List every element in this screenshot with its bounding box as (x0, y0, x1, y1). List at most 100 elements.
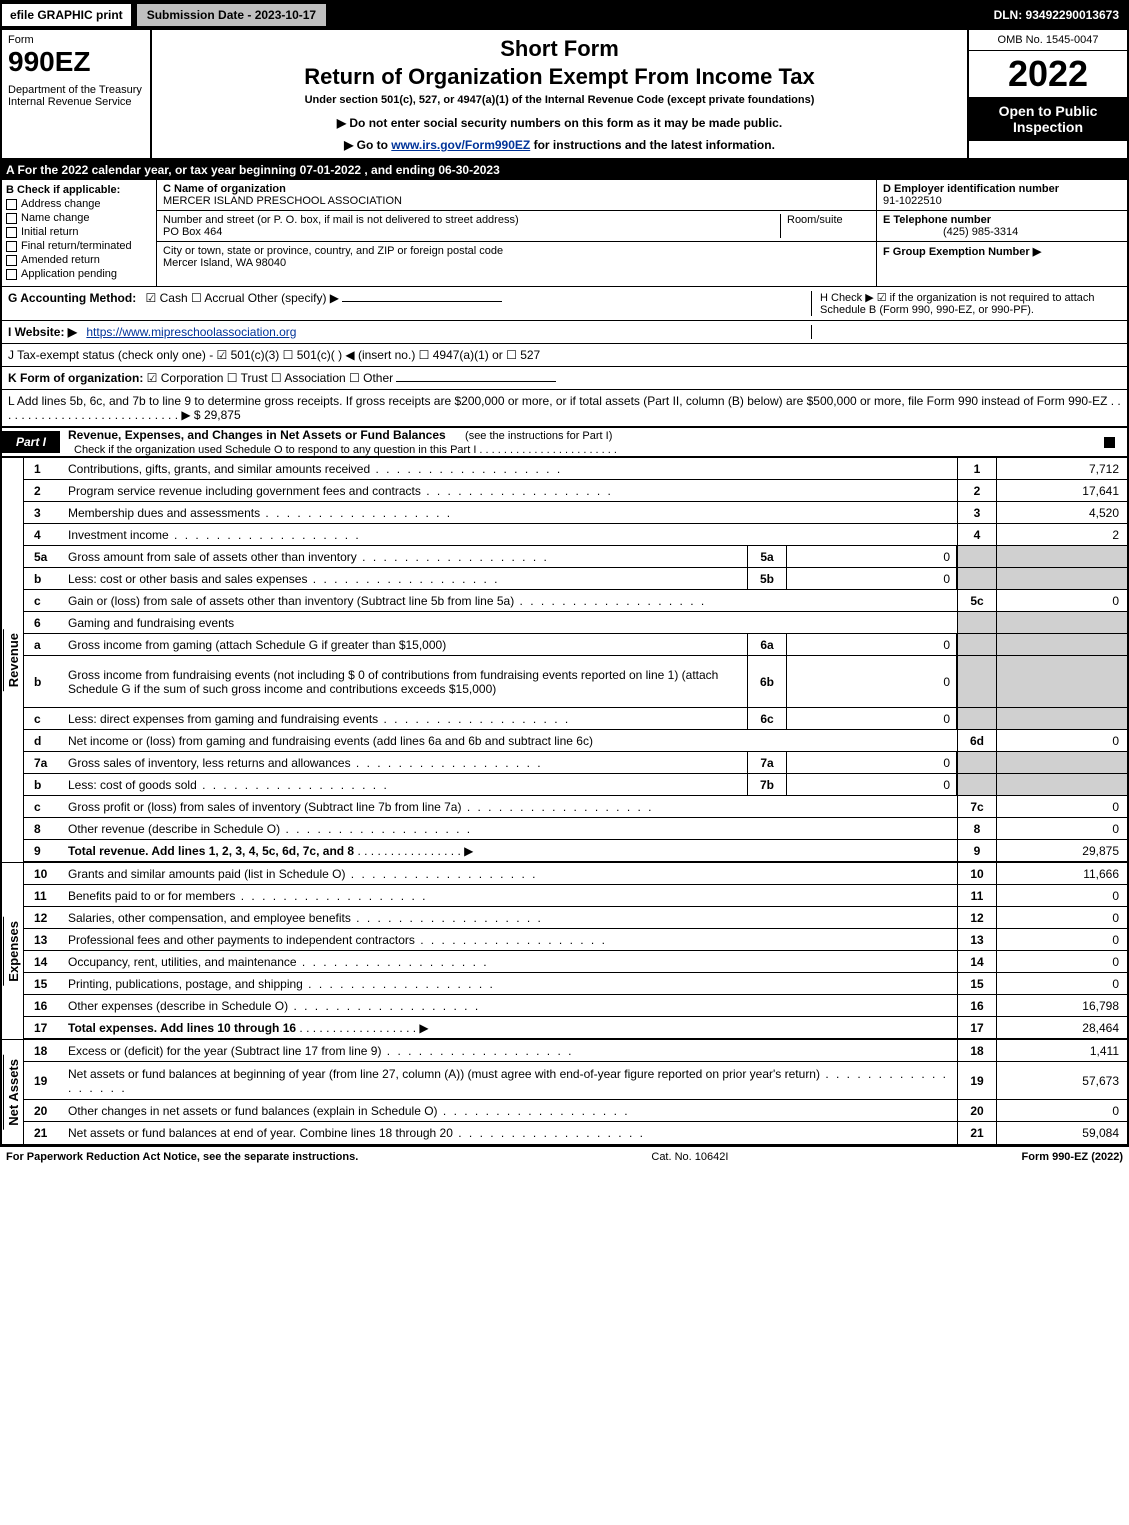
short-form-title: Short Form (158, 36, 961, 62)
line-14: 14Occupancy, rent, utilities, and mainte… (24, 951, 1127, 973)
line-10: 10Grants and similar amounts paid (list … (24, 863, 1127, 885)
line-7a: 7aGross sales of inventory, less returns… (24, 752, 1127, 774)
part-1-title: Revenue, Expenses, and Changes in Net As… (60, 424, 454, 446)
line-2: 2Program service revenue including gover… (24, 480, 1127, 502)
expenses-vertical-label: Expenses (3, 917, 23, 986)
form-org-opts: ☑ Corporation ☐ Trust ☐ Association ☐ Ot… (147, 371, 393, 385)
page-footer: For Paperwork Reduction Act Notice, see … (0, 1146, 1129, 1167)
header-right: OMB No. 1545-0047 2022 Open to Public In… (967, 30, 1127, 158)
part-1-title-note: (see the instructions for Part I) (457, 430, 612, 442)
paperwork-notice: For Paperwork Reduction Act Notice, see … (6, 1151, 358, 1163)
line-6a: aGross income from gaming (attach Schedu… (24, 634, 1127, 656)
row-k-form-org: K Form of organization: ☑ Corporation ☐ … (0, 367, 1129, 390)
line-8: 8Other revenue (describe in Schedule O)8… (24, 818, 1127, 840)
row-j-tax-exempt: J Tax-exempt status (check only one) - ☑… (0, 344, 1129, 367)
phone-value: (425) 985-3314 (883, 226, 1018, 238)
part-1-checkbox[interactable] (1104, 435, 1127, 449)
row-a-tax-year: A For the 2022 calendar year, or tax yea… (0, 160, 1129, 180)
netassets-vertical-label: Net Assets (3, 1055, 23, 1130)
line-21: 21Net assets or fund balances at end of … (24, 1122, 1127, 1144)
line-6c: cLess: direct expenses from gaming and f… (24, 708, 1127, 730)
line-5c: cGain or (loss) from sale of assets othe… (24, 590, 1127, 612)
top-bar: efile GRAPHIC print Submission Date - 20… (0, 0, 1129, 30)
catalog-number: Cat. No. 10642I (358, 1151, 1021, 1163)
street-label: Number and street (or P. O. box, if mail… (163, 214, 519, 226)
chk-application-pending[interactable]: Application pending (6, 268, 152, 280)
line-3: 3Membership dues and assessments34,520 (24, 502, 1127, 524)
line-18: 18Excess or (deficit) for the year (Subt… (24, 1040, 1127, 1062)
chk-final-return[interactable]: Final return/terminated (6, 240, 152, 252)
phone-label: E Telephone number (883, 214, 991, 226)
chk-amended-return[interactable]: Amended return (6, 254, 152, 266)
row-g-h: G Accounting Method: ☑ Cash ☐ Accrual Ot… (0, 287, 1129, 321)
website-link[interactable]: https://www.mipreschoolassociation.org (86, 325, 296, 339)
chk-address-change[interactable]: Address change (6, 198, 152, 210)
chk-name-change[interactable]: Name change (6, 212, 152, 224)
line-16: 16Other expenses (describe in Schedule O… (24, 995, 1127, 1017)
form-header: Form 990EZ Department of the Treasury In… (0, 30, 1129, 160)
ein-label: D Employer identification number (883, 183, 1059, 195)
part-1-tag: Part I (2, 431, 60, 453)
form-subtitle: Under section 501(c), 527, or 4947(a)(1)… (158, 94, 961, 106)
line-20: 20Other changes in net assets or fund ba… (24, 1100, 1127, 1122)
efile-button[interactable]: efile GRAPHIC print (2, 4, 133, 26)
dln-label: DLN: 93492290013673 (986, 4, 1127, 26)
line-19: 19Net assets or fund balances at beginni… (24, 1062, 1127, 1100)
tax-year: 2022 (969, 51, 1127, 97)
revenue-vertical-label: Revenue (3, 629, 23, 691)
public-inspection-badge: Open to Public Inspection (969, 97, 1127, 141)
website-label: I Website: ▶ (8, 325, 77, 339)
line-4: 4Investment income42 (24, 524, 1127, 546)
col-b-checkboxes: B Check if applicable: Address change Na… (2, 180, 157, 286)
row-h-schedule-b: H Check ▶ ☑ if the organization is not r… (811, 291, 1121, 316)
city-label: City or town, state or province, country… (163, 245, 503, 257)
line-6b: bGross income from fundraising events (n… (24, 656, 1127, 708)
row-i-website: I Website: ▶ https://www.mipreschoolasso… (0, 321, 1129, 344)
line-11: 11Benefits paid to or for members110 (24, 885, 1127, 907)
form-org-label: K Form of organization: (8, 371, 143, 385)
header-center: Short Form Return of Organization Exempt… (152, 30, 967, 158)
form-label: Form (8, 34, 144, 46)
ssn-warning: ▶ Do not enter social security numbers o… (158, 116, 961, 130)
line-1: 1Contributions, gifts, grants, and simil… (24, 458, 1127, 480)
line-6d: dNet income or (loss) from gaming and fu… (24, 730, 1127, 752)
chk-initial-return[interactable]: Initial return (6, 226, 152, 238)
part-1-header: Part I Revenue, Expenses, and Changes in… (0, 427, 1129, 458)
accounting-method-label: G Accounting Method: (8, 291, 136, 305)
org-name-label: C Name of organization (163, 183, 286, 195)
line-7b: bLess: cost of goods sold7b0 (24, 774, 1127, 796)
department-label: Department of the Treasury Internal Reve… (8, 84, 144, 108)
irs-link[interactable]: www.irs.gov/Form990EZ (391, 138, 530, 152)
group-exemption-label: F Group Exemption Number ▶ (883, 246, 1041, 258)
line-7c: cGross profit or (loss) from sales of in… (24, 796, 1127, 818)
city-value: Mercer Island, WA 98040 (163, 257, 286, 269)
line-15: 15Printing, publications, postage, and s… (24, 973, 1127, 995)
link-prefix: ▶ Go to (344, 138, 391, 152)
line-5a: 5aGross amount from sale of assets other… (24, 546, 1127, 568)
form-code: 990EZ (8, 46, 144, 78)
row-l-gross-receipts: L Add lines 5b, 6c, and 7b to line 9 to … (0, 390, 1129, 427)
section-bcdef: B Check if applicable: Address change Na… (0, 180, 1129, 287)
street-value: PO Box 464 (163, 226, 222, 238)
line-12: 12Salaries, other compensation, and empl… (24, 907, 1127, 929)
submission-date-button[interactable]: Submission Date - 2023-10-17 (135, 2, 328, 28)
room-label: Room/suite (787, 214, 843, 226)
line-9: 9Total revenue. Add lines 1, 2, 3, 4, 5c… (24, 840, 1127, 862)
ein-value: 91-1022510 (883, 195, 942, 207)
col-c-org-info: C Name of organization MERCER ISLAND PRE… (157, 180, 877, 286)
form-title: Return of Organization Exempt From Incom… (158, 64, 961, 90)
line-6: 6Gaming and fundraising events (24, 612, 1127, 634)
instructions-link-line: ▶ Go to www.irs.gov/Form990EZ for instru… (158, 138, 961, 152)
col-def: D Employer identification number 91-1022… (877, 180, 1127, 286)
form-id-footer: Form 990-EZ (2022) (1022, 1151, 1123, 1163)
part-1-check-note: Check if the organization used Schedule … (60, 444, 617, 456)
gross-receipts-text: L Add lines 5b, 6c, and 7b to line 9 to … (8, 394, 1121, 422)
part-1-lines: Revenue 1Contributions, gifts, grants, a… (0, 458, 1129, 1146)
accounting-method-opts: ☑ Cash ☐ Accrual Other (specify) ▶ (146, 291, 339, 305)
org-name: MERCER ISLAND PRESCHOOL ASSOCIATION (163, 195, 402, 207)
tax-exempt-text: J Tax-exempt status (check only one) - ☑… (8, 348, 540, 362)
line-17: 17Total expenses. Add lines 10 through 1… (24, 1017, 1127, 1039)
omb-number: OMB No. 1545-0047 (969, 30, 1127, 51)
link-suffix: for instructions and the latest informat… (530, 138, 775, 152)
line-5b: bLess: cost or other basis and sales exp… (24, 568, 1127, 590)
